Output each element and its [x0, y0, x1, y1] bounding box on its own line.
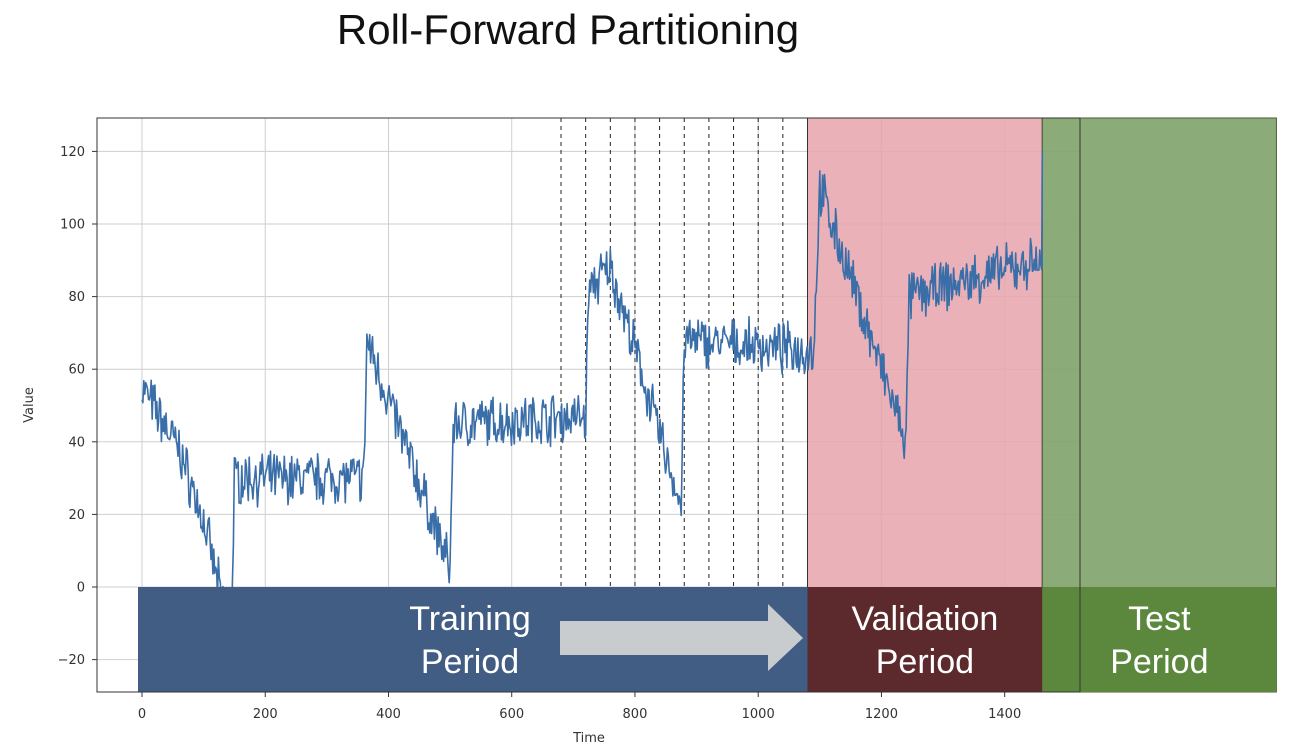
- y-tick-label: 120: [60, 145, 85, 160]
- y-tick-label: 60: [68, 363, 85, 378]
- roll-forward-arrow: [560, 604, 803, 671]
- y-tick-label: −20: [58, 653, 85, 668]
- x-tick-label: 1200: [865, 707, 898, 722]
- validation-label-line1: Validation: [851, 600, 998, 638]
- x-tick-label: 1400: [988, 707, 1021, 722]
- test-label-line1: Test: [1128, 600, 1191, 638]
- x-tick-label: 200: [253, 707, 278, 722]
- training-label-line2: Period: [421, 643, 519, 681]
- y-tick-label: 40: [68, 435, 85, 450]
- plot-frame: [96, 117, 1081, 693]
- y-tick-label: 80: [68, 290, 85, 305]
- period-bands: [138, 587, 1277, 692]
- axis-ticks: 0 200 400 600 800 1000 1200 1400 −20 0 20 40 60 80 100…: [58, 145, 1022, 722]
- validation-label-line2: Period: [876, 643, 974, 681]
- series-line: [141, 151, 1044, 656]
- training-label-line1: Training: [409, 600, 531, 638]
- slide-title: Roll-Forward Partitioning: [336, 6, 800, 53]
- x-tick-label: 600: [499, 707, 524, 722]
- x-tick-label: 800: [623, 707, 648, 722]
- x-tick-label: 0: [138, 707, 146, 722]
- x-tick-label: 400: [376, 707, 401, 722]
- validation-band: [807, 587, 1043, 692]
- x-axis-label: Time: [572, 731, 605, 746]
- y-axis-label: Value: [22, 387, 37, 423]
- y-tick-label: 0: [77, 581, 85, 596]
- test-band: [1042, 587, 1277, 692]
- x-tick-label: 1000: [742, 707, 775, 722]
- y-tick-label: 20: [68, 508, 85, 523]
- test-label-line2: Period: [1110, 643, 1208, 681]
- y-tick-label: 100: [60, 218, 85, 233]
